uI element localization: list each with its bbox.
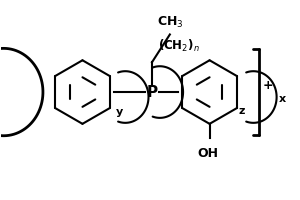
Text: +: + [263, 79, 274, 92]
Text: P: P [146, 85, 158, 100]
Text: x: x [278, 94, 286, 104]
Text: y: y [116, 107, 123, 117]
Text: z: z [238, 106, 244, 116]
Text: CH$_3$: CH$_3$ [157, 15, 183, 30]
Text: OH: OH [197, 147, 218, 160]
Text: (CH$_2$)$_n$: (CH$_2$)$_n$ [158, 38, 200, 54]
